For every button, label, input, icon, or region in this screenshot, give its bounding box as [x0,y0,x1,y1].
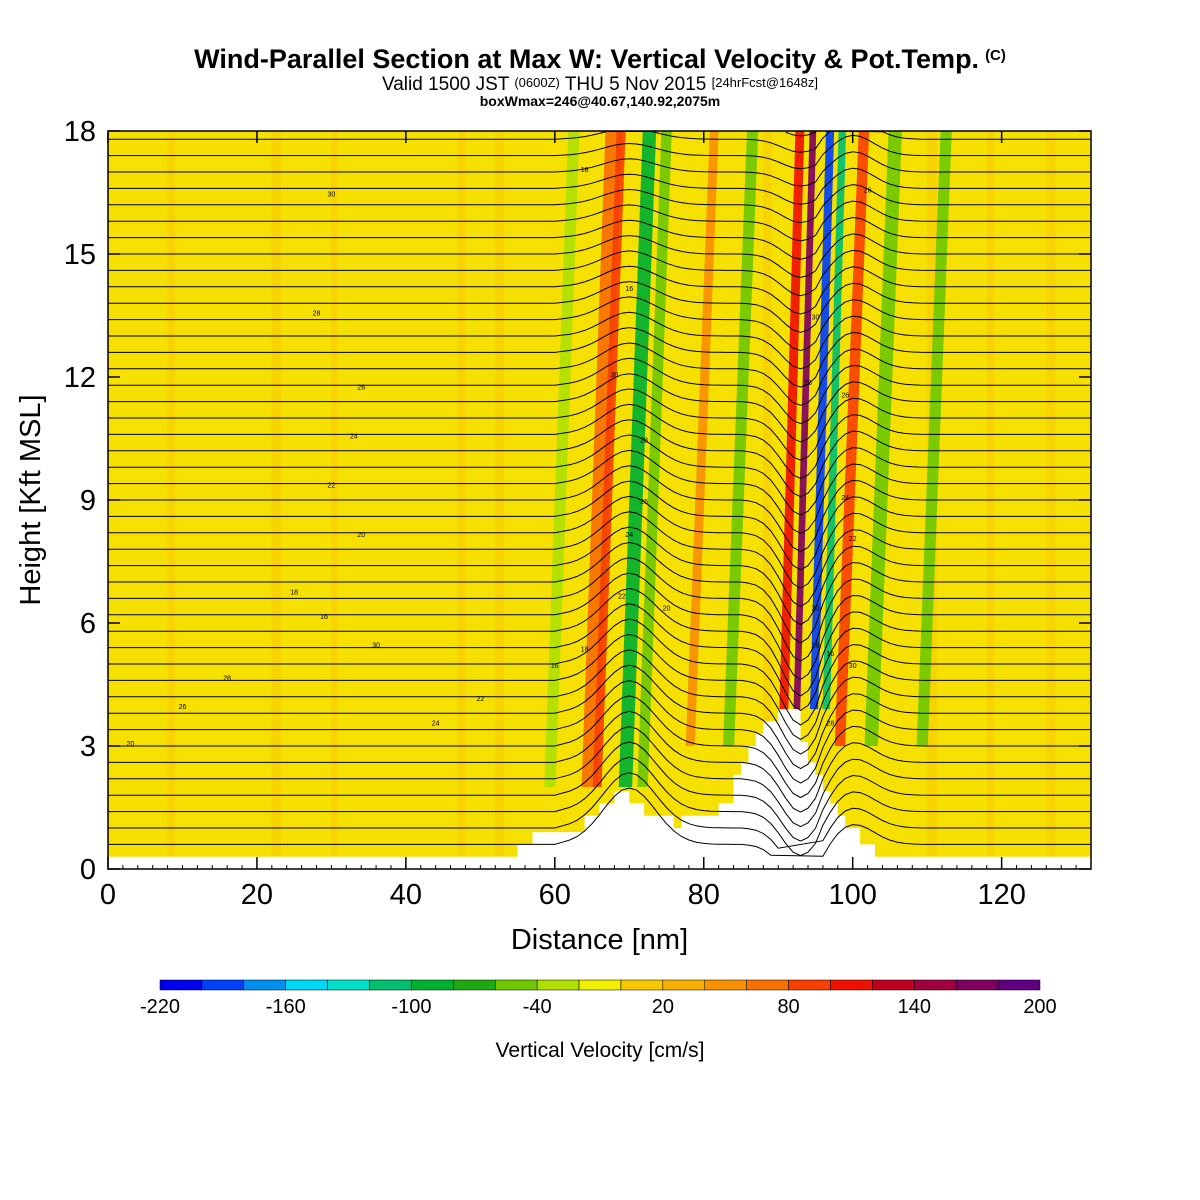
colorbar-swatch [914,980,956,990]
colorbar-tick-label: -160 [266,996,306,1018]
colorbar-tick-label: -40 [523,996,552,1018]
contour-label: 16 [826,651,834,658]
y-axis-label: Height [Kft MSL] [15,394,47,605]
colorbar-tick-label: 80 [777,996,799,1018]
colorbar-swatch [579,980,621,990]
y-tick-label: 9 [80,485,96,517]
colorbar-swatch [160,980,202,990]
contour-label: 20 [126,741,134,748]
valid-fcst: [24hrFcst@1648z] [712,75,818,90]
colorbar-tick-label: 200 [1023,996,1056,1018]
contour-label: 20 [663,606,671,613]
colorbar-tick-label: 20 [652,996,674,1018]
contour-label: 16 [551,663,559,670]
colorbar: -220 -160 -100 -40 20 80 140 200 Vertical Veloci… [140,980,1057,1062]
colorbar-swatch [621,980,663,990]
contour-label: 30 [610,372,618,379]
contour-label: 18 [812,643,820,650]
colorbar-swatch [789,980,831,990]
contour-label: 26 [179,704,187,711]
colorbar-swatch [495,980,537,990]
y-tick-label: 18 [64,116,96,148]
contour-label: 20 [357,532,365,539]
contour-label: 16 [320,614,328,621]
contour-label: 30 [812,315,820,322]
chart-canvas: 3028262422201816302826242220181630282624… [0,0,1200,1200]
colorbar-label: Vertical Velocity [cm/s] [496,1039,705,1062]
colorbar-tick-label: -100 [391,996,431,1018]
contour-label: 28 [313,311,321,318]
x-tick-label: 20 [241,879,273,911]
contour-label: 18 [581,167,589,174]
contour-label: 22 [618,593,626,600]
box-info: boxWmax=246@40.67,140.92,2075m [0,93,1200,109]
contour-label: 30 [849,663,857,670]
title-main: Wind-Parallel Section at Max W: Vertical… [194,44,979,74]
contour-label: 26 [357,384,365,391]
contour-label: 30 [328,192,336,199]
contour-label: 22 [849,536,857,543]
contour-label: 16 [625,286,633,293]
contour-label: 20 [812,606,820,613]
y-tick-label: 15 [64,239,96,271]
colorbar-swatch [872,980,914,990]
contour-label: 30 [372,643,380,650]
x-tick-label: 40 [390,879,422,911]
colorbar-swatch [286,980,328,990]
colorbar-swatch [244,980,286,990]
chart-title: Wind-Parallel Section at Max W: Vertical… [0,44,1200,75]
x-tick-label: 0 [100,879,116,911]
colorbar-swatch [411,980,453,990]
colorbar-swatch [370,980,412,990]
contour-label: 22 [476,696,484,703]
colorbar-swatch [830,980,872,990]
valid-date: THU 5 Nov 2015 [565,74,707,95]
colorbar-tick-label: -220 [140,996,180,1018]
contour-label: 26 [864,188,872,195]
x-tick-label: 60 [539,879,571,911]
contour-label: 26 [841,393,849,400]
colorbar-swatch [328,980,370,990]
contour-label: 28 [640,438,648,445]
x-axis-label: Distance [nm] [511,924,688,956]
y-tick-label: 3 [80,731,96,763]
box-info-text: boxWmax=246@40.67,140.92,2075m [480,93,721,109]
colorbar-swatch [663,980,705,990]
contour-label: 22 [328,483,336,490]
colorbar-swatch [998,980,1040,990]
valid-prefix: Valid 1500 JST [382,74,509,95]
x-tick-label: 100 [829,879,877,911]
contour-label: 24 [625,532,633,539]
contour-label: 26 [640,499,648,506]
contour-label: 28 [804,380,812,387]
contour-label: 24 [841,495,849,502]
y-tick-label: 6 [80,608,96,640]
colorbar-swatch [453,980,495,990]
x-tick-label: 120 [977,879,1025,911]
contour-label: 28 [223,675,231,682]
x-tick-label: 80 [688,879,720,911]
contour-label: 24 [350,434,358,441]
y-tick-label: 12 [64,362,96,394]
colorbar-tick-label: 140 [898,996,931,1018]
colorbar-swatch [537,980,579,990]
colorbar-swatch [202,980,244,990]
y-tick-label: 0 [80,854,96,886]
contour-label: 18 [290,589,298,596]
valid-utc: (0600Z) [514,75,560,90]
colorbar-swatch [956,980,998,990]
contour-label: 28 [826,721,834,728]
colorbar-swatch [747,980,789,990]
contour-label: 18 [581,647,589,654]
contour-label: 24 [432,721,440,728]
title-unit: (C) [985,47,1006,64]
colorbar-swatch [705,980,747,990]
